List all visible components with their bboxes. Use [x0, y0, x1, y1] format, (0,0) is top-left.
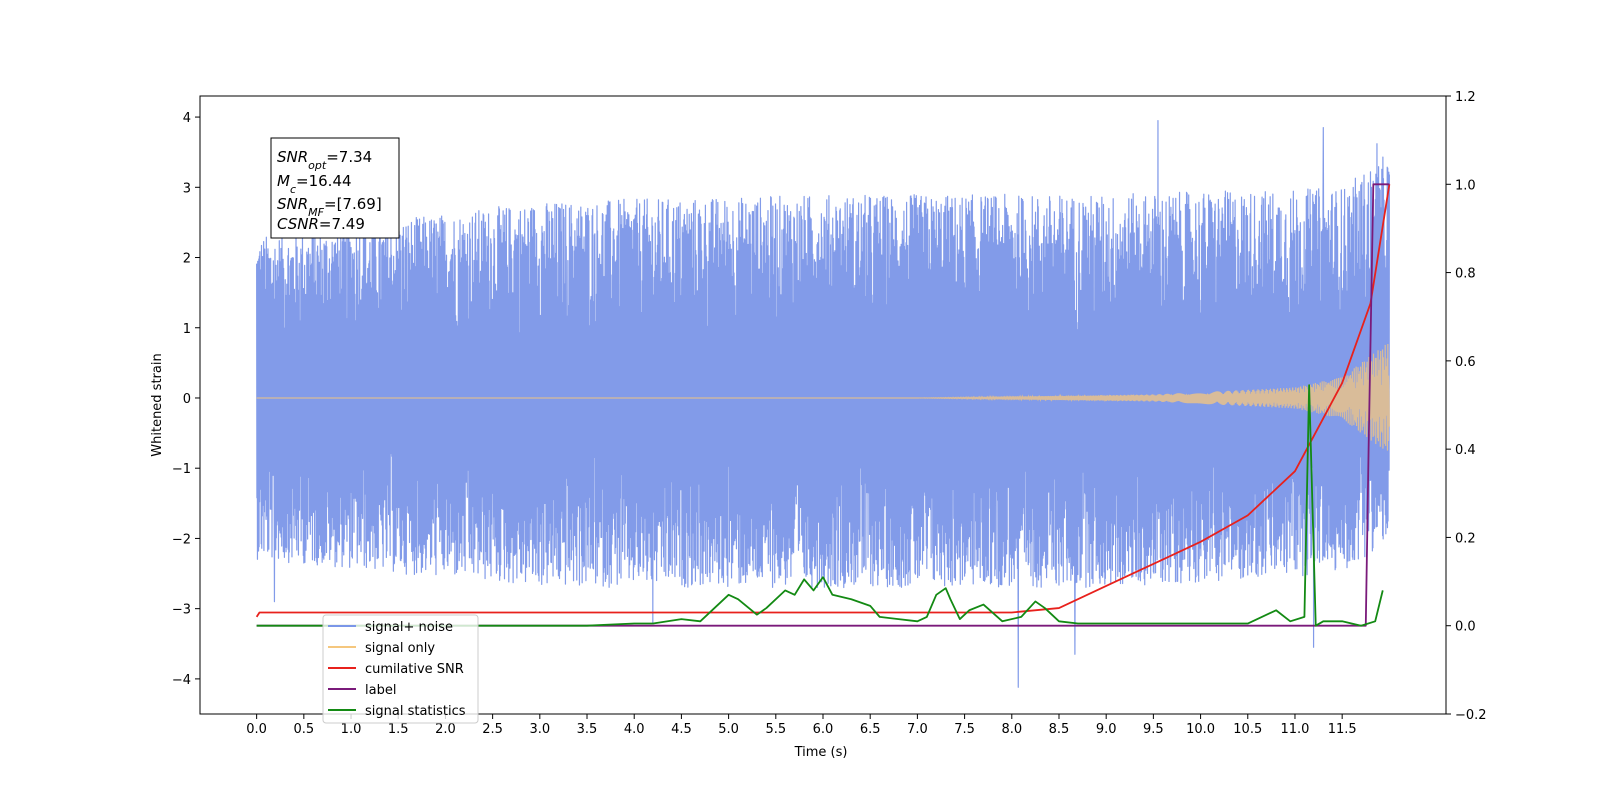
- x-tick-label: 11.5: [1328, 722, 1357, 737]
- legend-label-cumulative-snr: cumilative SNR: [365, 662, 464, 677]
- x-tick-label: 1.0: [341, 722, 362, 737]
- y-axis-title: Whitened strain: [150, 353, 165, 456]
- x-tick-label: 4.5: [671, 722, 692, 737]
- legend-label-signal-noise: signal+ noise: [365, 620, 453, 635]
- y-right-tick-label: 0.2: [1455, 531, 1476, 546]
- y-tick-label: −3: [172, 603, 191, 618]
- y-tick-label: −4: [172, 673, 191, 688]
- x-tick-label: 3.5: [577, 722, 598, 737]
- x-tick-label: 7.5: [954, 722, 975, 737]
- annotation-mc: Mc=16.44: [277, 172, 352, 196]
- x-axis-title: Time (s): [794, 745, 848, 760]
- x-tick-label: 4.0: [624, 722, 645, 737]
- x-tick-label: 10.5: [1233, 722, 1262, 737]
- annotation-box: SNRopt=7.34 Mc=16.44 SNRMF=[7.69] CSNR=7…: [270, 137, 400, 239]
- x-tick-label: 0.0: [246, 722, 267, 737]
- annotation-snr-mf: SNRMF=[7.69]: [277, 195, 382, 219]
- series-label: [256, 183, 1390, 627]
- legend-frame: [322, 614, 479, 724]
- y-tick-label: −1: [172, 462, 191, 477]
- x-tick-label: 1.5: [388, 722, 409, 737]
- x-tick-label: 11.0: [1280, 722, 1309, 737]
- y-right-tick-label: 0.0: [1455, 620, 1476, 635]
- x-tick-label: 5.5: [765, 722, 786, 737]
- series-signal-statistics: [256, 384, 1384, 627]
- series-signal-only: [256, 344, 1390, 451]
- y-right-tick-label: 0.4: [1455, 443, 1476, 458]
- y-right-tick-label: 1.2: [1455, 90, 1476, 105]
- y-tick-label: −2: [172, 532, 191, 547]
- legend: signal+ noise signal only cumilative SNR…: [322, 614, 479, 724]
- y-right-tick-label: −0.2: [1455, 708, 1487, 723]
- y-right-tick-label: 1.0: [1455, 178, 1476, 193]
- x-axis-ticks: 0.0 0.5 1.0 1.5 2.0 2.5 3.0 3.5 4.0 4.5 5.0 5.5 6.0 6…: [246, 714, 1357, 737]
- y-axis-ticks-right: 1.2 1.0 0.8 0.6 0.4 0.2 0.0 −0.2: [1446, 90, 1487, 723]
- y-right-tick-label: 0.6: [1455, 355, 1476, 370]
- y-tick-label: 0: [183, 392, 191, 407]
- x-tick-label: 9.5: [1143, 722, 1164, 737]
- annotation-frame: [270, 137, 400, 239]
- x-tick-label: 6.0: [813, 722, 834, 737]
- annotation-csnr: CSNR=7.49: [277, 215, 365, 233]
- x-tick-label: 6.5: [860, 722, 881, 737]
- series-cumilative-snr: [255, 184, 1391, 618]
- y-axis-ticks-left: 4 3 2 1 0 −1 −2 −3 −4: [172, 111, 200, 688]
- x-tick-label: 8.5: [1049, 722, 1070, 737]
- x-tick-label: 10.0: [1186, 722, 1215, 737]
- x-tick-label: 0.5: [293, 722, 314, 737]
- legend-label-signal-only: signal only: [365, 641, 435, 656]
- legend-label-signal-statistics: signal statistics: [365, 704, 466, 719]
- series-layer: [255, 119, 1391, 688]
- y-tick-label: 3: [183, 181, 191, 196]
- y-tick-label: 1: [183, 322, 191, 337]
- y-tick-label: 4: [183, 111, 191, 126]
- x-tick-label: 7.0: [907, 722, 928, 737]
- x-tick-label: 2.5: [482, 722, 503, 737]
- y-tick-label: 2: [183, 252, 191, 267]
- x-tick-label: 3.0: [529, 722, 550, 737]
- y-right-tick-label: 0.8: [1455, 267, 1476, 282]
- x-tick-label: 2.0: [435, 722, 456, 737]
- legend-label-label: label: [365, 683, 396, 698]
- annotation-snr-opt: SNRopt=7.34: [277, 148, 372, 172]
- x-tick-label: 8.0: [1001, 722, 1022, 737]
- x-tick-label: 5.0: [718, 722, 739, 737]
- series-signal-noise: [256, 119, 1390, 688]
- x-tick-label: 9.0: [1096, 722, 1117, 737]
